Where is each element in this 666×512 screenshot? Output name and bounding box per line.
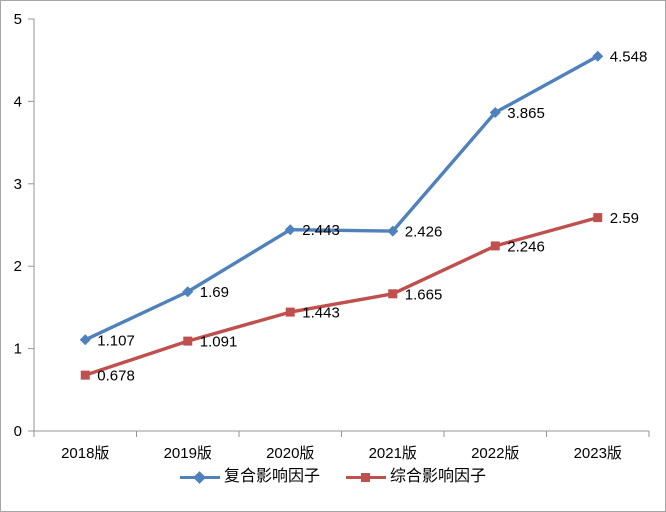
series-line xyxy=(83,54,600,342)
square-marker-icon xyxy=(361,472,370,482)
y-tick-label: 0 xyxy=(14,423,22,440)
data-point-marker xyxy=(387,225,399,237)
data-point-marker xyxy=(490,241,500,251)
legend-item-comprehensive-impact-factor: 综合影响因子 xyxy=(346,469,486,485)
data-point-marker xyxy=(183,336,193,346)
data-point-marker xyxy=(284,224,296,236)
x-tick-label: 2018版 xyxy=(61,445,109,462)
data-point-marker xyxy=(80,370,90,380)
data-point-label: 3.865 xyxy=(507,105,545,122)
legend-line-square-icon xyxy=(346,471,386,484)
data-point-marker xyxy=(79,334,91,346)
y-tick-label: 1 xyxy=(14,341,22,358)
data-point-label: 1.69 xyxy=(200,284,229,301)
data-point-marker xyxy=(388,289,398,299)
chart-legend: 复合影响因子 综合影响因子 xyxy=(1,469,665,485)
data-point-label: 1.107 xyxy=(97,332,135,349)
y-tick-label: 2 xyxy=(14,258,22,275)
legend-line-diamond-icon xyxy=(179,470,220,484)
y-tick-label: 5 xyxy=(14,11,22,28)
data-point-marker xyxy=(489,107,501,119)
data-point-marker xyxy=(592,50,604,62)
data-point-marker xyxy=(285,307,295,317)
legend-item-composite-impact-factor: 复合影响因子 xyxy=(179,468,320,485)
data-point-marker xyxy=(593,213,603,223)
data-point-label: 2.246 xyxy=(507,238,545,255)
data-point-label: 1.443 xyxy=(302,305,340,322)
diamond-marker-icon xyxy=(193,470,206,484)
x-tick-label: 2023版 xyxy=(574,445,622,462)
x-tick-label: 2020版 xyxy=(266,445,314,462)
x-tick-label: 2019版 xyxy=(164,445,212,462)
x-tick-label: 2022版 xyxy=(471,445,519,462)
data-point-label: 4.548 xyxy=(610,49,648,66)
legend-label-comprehensive: 综合影响因子 xyxy=(390,468,487,485)
y-tick-label: 4 xyxy=(14,93,22,110)
data-point-label: 2.59 xyxy=(610,210,639,227)
data-point-marker xyxy=(182,286,194,298)
data-point-label: 1.091 xyxy=(200,334,238,351)
legend-label-composite: 复合影响因子 xyxy=(223,468,320,485)
data-point-label: 2.426 xyxy=(405,224,443,241)
data-point-label: 2.443 xyxy=(302,222,340,239)
y-tick-label: 3 xyxy=(14,176,22,193)
series-line xyxy=(83,215,600,377)
data-point-label: 1.665 xyxy=(405,286,443,303)
data-point-label: 0.678 xyxy=(97,368,135,385)
x-tick-label: 2021版 xyxy=(369,445,417,462)
